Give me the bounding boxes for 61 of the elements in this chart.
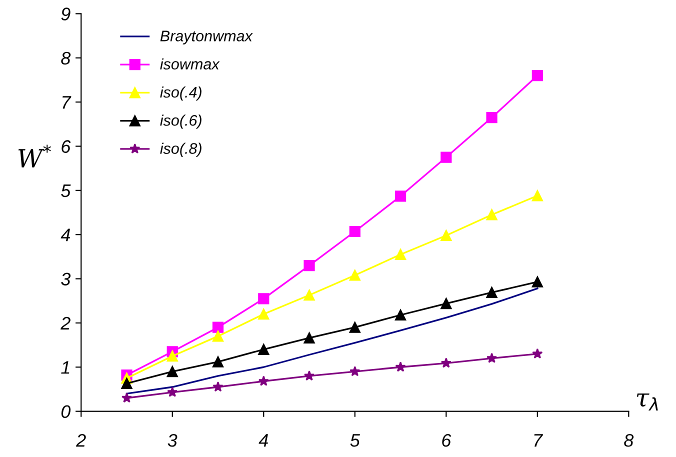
- x-tick-label: 4: [258, 434, 268, 447]
- x-tick-label: 6: [442, 434, 452, 447]
- y-tick-label: 5: [61, 184, 71, 198]
- point: [350, 366, 360, 376]
- point: [532, 276, 543, 288]
- point: [394, 309, 406, 321]
- point: [121, 392, 132, 403]
- point: [349, 226, 360, 238]
- y-tick-label: 8: [61, 52, 71, 65]
- point: [394, 248, 406, 260]
- y-tick-label: 1: [61, 361, 70, 374]
- legend-label: iso(.6): [160, 114, 202, 129]
- legend-label: Braytonwmax: [160, 30, 253, 44]
- x-tick-label: 3: [168, 434, 178, 447]
- point: [440, 152, 452, 163]
- x-tick-label: 8: [624, 434, 634, 447]
- point: [532, 348, 543, 358]
- point: [304, 370, 315, 381]
- point: [258, 293, 270, 304]
- point: [440, 358, 452, 368]
- y-tick-label: 3: [61, 272, 71, 286]
- legend-label: iso(.4): [160, 86, 202, 101]
- point: [212, 322, 224, 333]
- point: [258, 344, 270, 356]
- point: [349, 270, 360, 281]
- point: [258, 308, 270, 320]
- point: [440, 298, 452, 310]
- point: [304, 260, 315, 272]
- x-tick-label: 7: [534, 434, 543, 447]
- point: [212, 356, 224, 368]
- point: [349, 322, 360, 333]
- point: [166, 366, 178, 378]
- y-tick-label: 4: [60, 228, 70, 242]
- x-axis-title: τ$_{λ}$: [636, 393, 658, 411]
- y-tick-label: 0: [61, 405, 71, 418]
- x-tick-label: 5: [350, 434, 360, 447]
- point: [486, 112, 498, 124]
- y-axis-title: W$^{*}$: [18, 144, 51, 168]
- point: [212, 330, 224, 342]
- y-tick-label: 9: [61, 8, 70, 20]
- legend-label: iso(.8): [160, 142, 202, 157]
- point: [121, 378, 132, 390]
- x-tick-label: 2: [76, 434, 86, 447]
- y-tick-label: 7: [62, 96, 72, 109]
- point: [258, 376, 269, 386]
- point: [532, 70, 543, 82]
- point: [304, 332, 315, 344]
- point: [166, 350, 178, 362]
- point: [167, 386, 178, 397]
- point: [304, 290, 315, 301]
- point: [486, 286, 498, 298]
- point: [486, 209, 498, 220]
- y-tick-label: 2: [60, 316, 70, 330]
- point: [212, 381, 224, 392]
- point: [440, 230, 452, 242]
- point: [486, 352, 498, 363]
- y-tick-label: 6: [62, 140, 71, 153]
- point: [395, 362, 406, 372]
- point: [532, 190, 543, 202]
- point: [394, 190, 406, 202]
- legend-label: isowmax: [160, 58, 220, 70]
